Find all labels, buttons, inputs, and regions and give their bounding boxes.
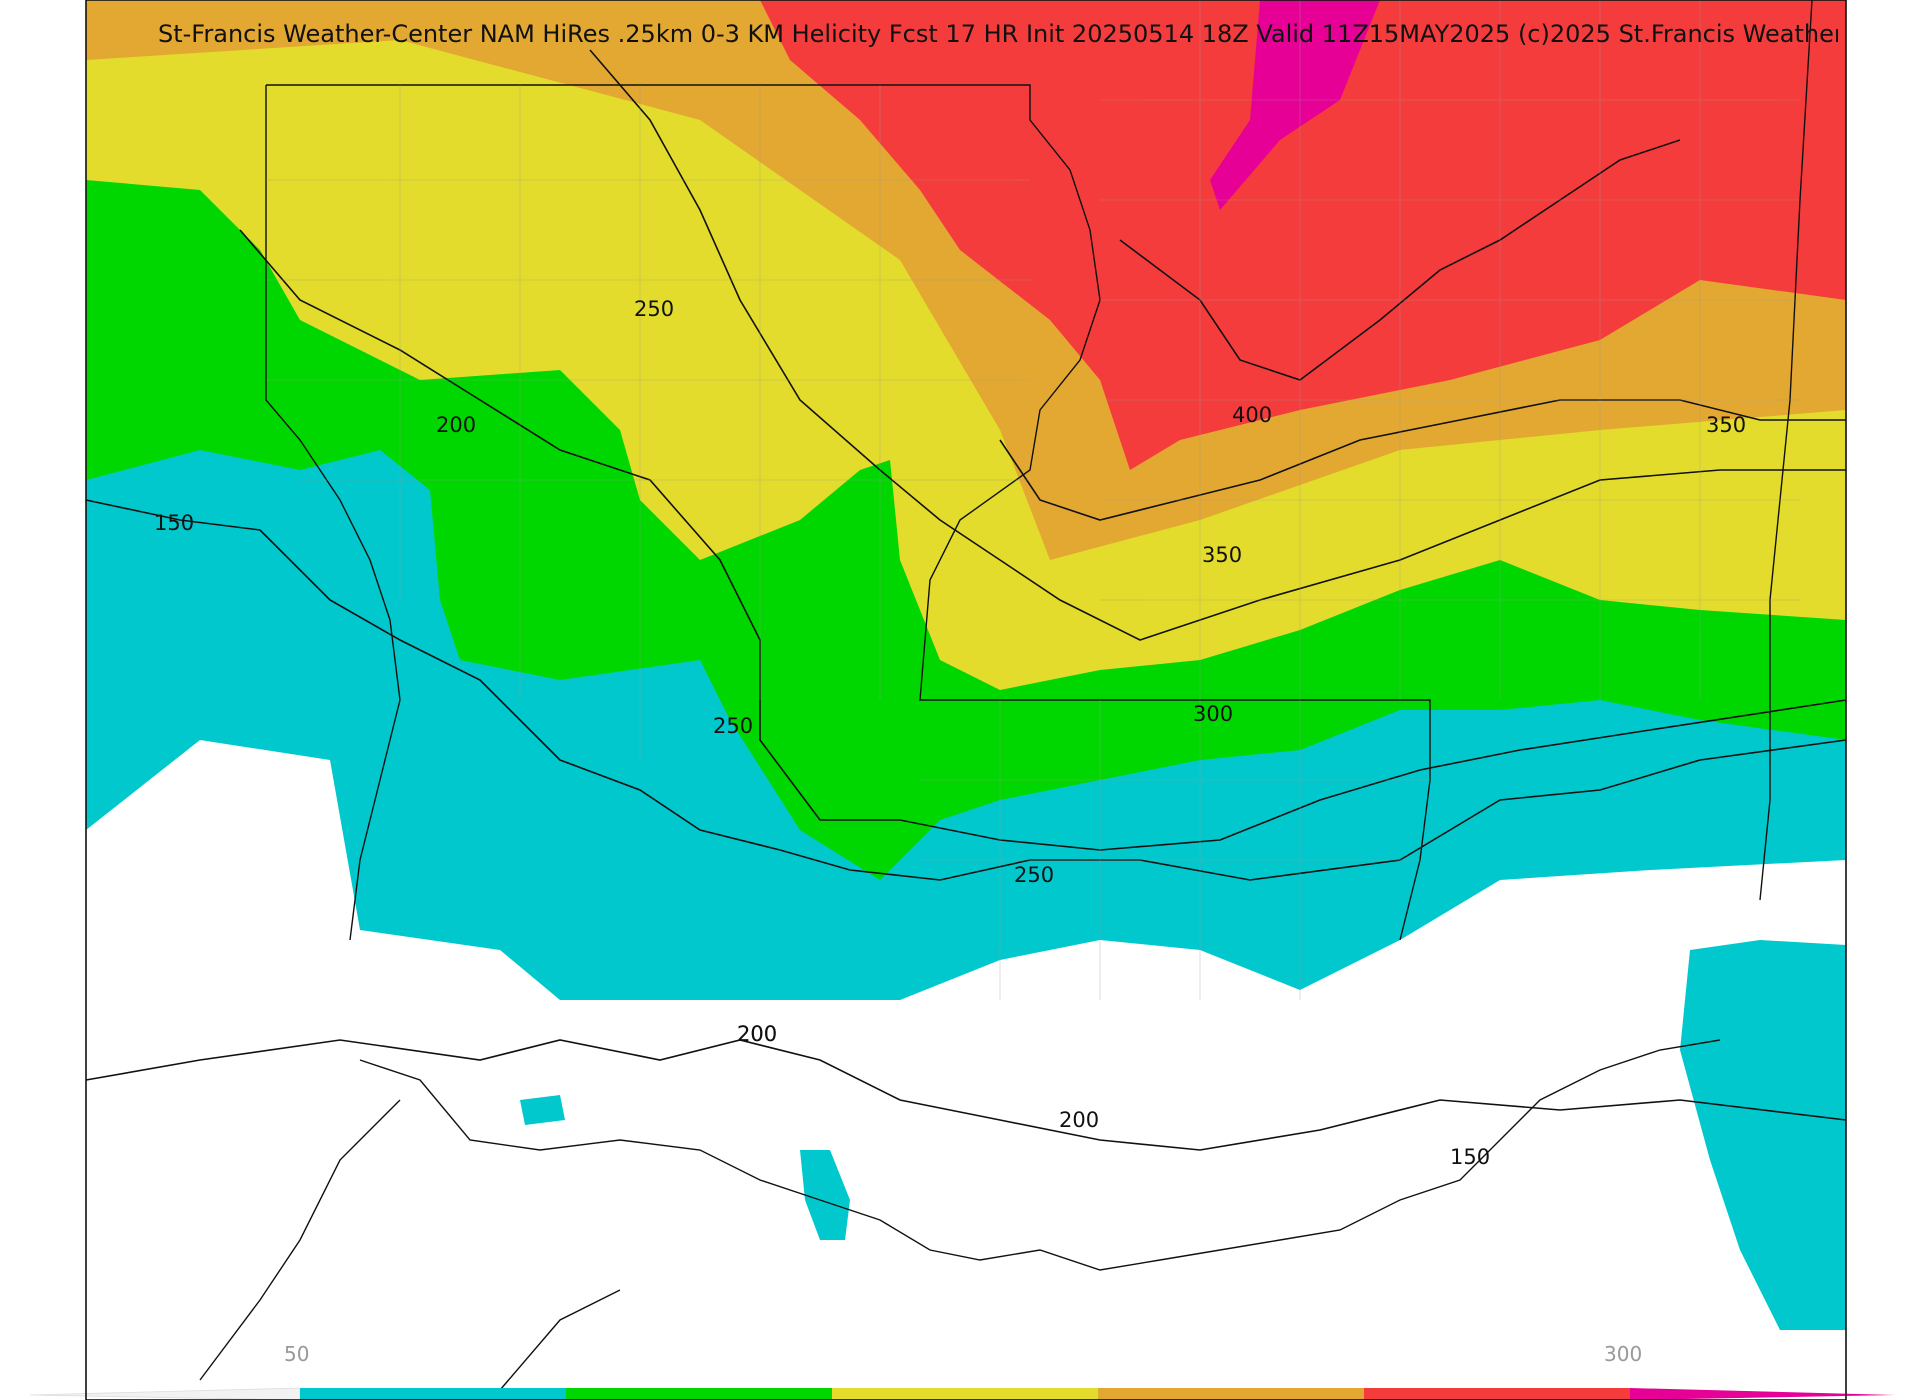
band-cyan	[86, 450, 1846, 1000]
band-cyan-island-1	[800, 1150, 850, 1240]
map-frame	[85, 0, 1847, 1400]
contour-label: 400	[1232, 403, 1272, 427]
contour-label: 300	[1193, 702, 1233, 726]
coastline	[359, 1039, 1721, 1271]
contour-label: 150	[154, 511, 194, 535]
colorbar-swatch	[1364, 1388, 1630, 1400]
colorbar-tick-label: 300	[1604, 1342, 1643, 1366]
colorbar-right-extend	[1630, 1388, 1895, 1400]
state-boundary	[266, 84, 1431, 941]
county-lines	[266, 0, 1800, 1000]
colorbar-swatch	[1098, 1388, 1364, 1400]
contour-label: 200	[737, 1022, 777, 1046]
band-white-south	[86, 740, 1846, 1390]
contour-label: 150	[1450, 1145, 1490, 1169]
colorbar-swatch	[566, 1388, 832, 1400]
colorbar	[29, 1387, 1895, 1400]
contour-line	[999, 399, 1846, 521]
map-title: St-Francis Weather-Center NAM HiRes .25k…	[158, 20, 1838, 48]
band-red	[760, 0, 1846, 470]
contour-line	[239, 229, 1847, 851]
contour-line	[85, 499, 1847, 881]
contour-label: 350	[1706, 413, 1746, 437]
band-magenta	[1210, 0, 1380, 210]
coastline-gulf	[199, 1099, 621, 1391]
band-cyan-east	[1680, 940, 1846, 1330]
contour-label: 200	[436, 413, 476, 437]
contour-line	[1119, 139, 1681, 381]
contour-line	[85, 1039, 1847, 1151]
contour-label: 200	[737, 1022, 777, 1046]
contour-label: 250	[713, 714, 753, 738]
contour-label: 250	[634, 297, 674, 321]
band-cyan-island-2	[520, 1095, 565, 1125]
colorbar-swatch	[300, 1388, 566, 1400]
contour-label: 350	[1202, 543, 1242, 567]
state-boundary	[265, 85, 401, 941]
contour-label: 200	[1059, 1108, 1099, 1132]
contour-label: 250	[1014, 863, 1054, 887]
colorbar-tick-label: 50	[284, 1342, 310, 1366]
colorbar-swatch	[832, 1388, 1098, 1400]
